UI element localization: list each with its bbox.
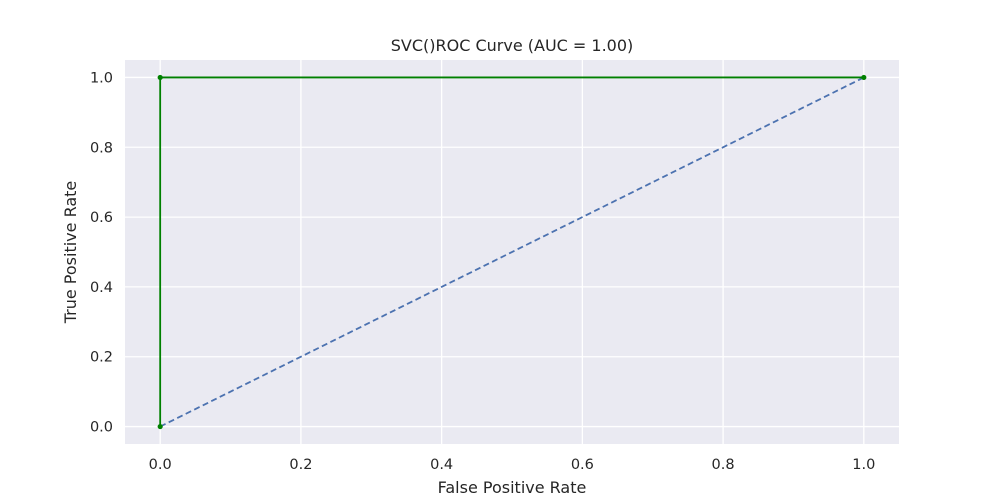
x-tick-label: 1.0	[852, 457, 875, 473]
y-tick-label: 0.2	[90, 350, 113, 366]
y-tick-label: 0.0	[90, 420, 113, 436]
grid-lines	[125, 60, 899, 444]
roc-point-marker	[157, 423, 163, 430]
y-axis-ticks: 0.0 0.2 0.4 0.6 0.8 1.0	[90, 70, 113, 435]
x-tick-label: 0.8	[712, 457, 735, 473]
x-axis-label: False Positive Rate	[438, 478, 587, 497]
y-tick-label: 1.0	[90, 70, 113, 86]
x-tick-label: 0.4	[430, 457, 453, 473]
x-tick-label: 0.2	[289, 457, 312, 473]
y-tick-label: 0.6	[90, 210, 113, 226]
y-tick-label: 0.4	[90, 280, 113, 296]
x-axis-ticks: 0.0 0.2 0.4 0.6 0.8 1.0	[149, 457, 876, 473]
x-tick-label: 0.6	[571, 457, 594, 473]
chart-title: SVC()ROC Curve (AUC = 1.00)	[391, 36, 634, 55]
roc-point-marker	[861, 74, 867, 81]
y-tick-label: 0.8	[90, 140, 113, 156]
roc-point-marker	[157, 74, 163, 81]
x-tick-label: 0.0	[149, 457, 172, 473]
series-layer	[157, 74, 867, 430]
y-axis-label: True Positive Rate	[61, 181, 80, 325]
chance-line	[159, 76, 865, 428]
